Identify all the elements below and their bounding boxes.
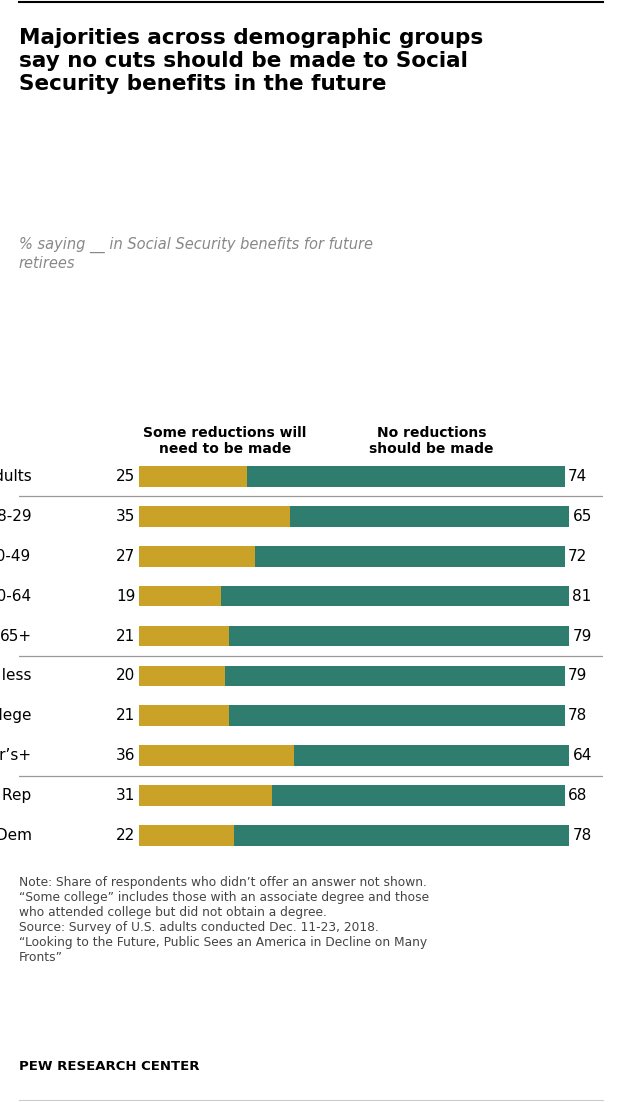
Bar [221, 586, 569, 606]
Text: 20: 20 [116, 669, 136, 683]
Text: Bachelor’s+: Bachelor’s+ [0, 748, 32, 764]
Text: 68: 68 [568, 788, 587, 803]
Text: 50-64: 50-64 [0, 588, 32, 604]
Text: PEW RESEARCH CENTER: PEW RESEARCH CENTER [19, 1060, 199, 1073]
Bar [289, 506, 569, 527]
Text: Some college: Some college [0, 709, 32, 723]
Bar [139, 586, 221, 606]
Text: 64: 64 [572, 748, 592, 764]
Text: 19: 19 [116, 588, 136, 604]
Bar [139, 466, 246, 487]
Text: 65: 65 [572, 509, 592, 523]
Bar [139, 705, 230, 726]
Text: Dem/Lean Dem: Dem/Lean Dem [0, 828, 32, 843]
Bar [139, 506, 289, 527]
Bar [234, 825, 569, 846]
Text: 78: 78 [572, 828, 592, 843]
Text: 31: 31 [116, 788, 136, 803]
Text: 78: 78 [568, 709, 587, 723]
Bar [139, 666, 225, 687]
Text: Rep/Lean Rep: Rep/Lean Rep [0, 788, 32, 803]
Bar [246, 466, 565, 487]
Bar [255, 545, 565, 566]
Bar [139, 626, 230, 647]
Text: 72: 72 [568, 549, 587, 564]
Text: 81: 81 [572, 588, 592, 604]
Text: 35: 35 [116, 509, 136, 523]
Bar [225, 666, 565, 687]
Text: 74: 74 [568, 468, 587, 484]
Bar [230, 705, 565, 726]
Bar [272, 786, 565, 806]
Text: 22: 22 [116, 828, 136, 843]
Text: % saying __ in Social Security benefits for future
retirees: % saying __ in Social Security benefits … [19, 237, 373, 270]
Text: 30-49: 30-49 [0, 549, 32, 564]
Text: Ages 18-29: Ages 18-29 [0, 509, 32, 523]
Bar [139, 825, 234, 846]
Bar [294, 745, 569, 766]
Text: 21: 21 [116, 709, 136, 723]
Text: Note: Share of respondents who didn’t offer an answer not shown.
“Some college” : Note: Share of respondents who didn’t of… [19, 876, 429, 964]
Bar [139, 745, 294, 766]
Text: All adults: All adults [0, 468, 32, 484]
Text: No reductions
should be made: No reductions should be made [369, 426, 494, 456]
Text: 79: 79 [572, 628, 592, 644]
Text: Some reductions will
need to be made: Some reductions will need to be made [143, 426, 307, 456]
Text: 25: 25 [116, 468, 136, 484]
Text: HS or less: HS or less [0, 669, 32, 683]
Bar [139, 545, 255, 566]
Text: 27: 27 [116, 549, 136, 564]
Text: 21: 21 [116, 628, 136, 644]
Bar [139, 786, 272, 806]
Text: 79: 79 [568, 669, 587, 683]
Text: 36: 36 [116, 748, 136, 764]
Text: 65+: 65+ [0, 628, 32, 644]
Text: Majorities across demographic groups
say no cuts should be made to Social
Securi: Majorities across demographic groups say… [19, 28, 483, 94]
Bar [230, 626, 569, 647]
